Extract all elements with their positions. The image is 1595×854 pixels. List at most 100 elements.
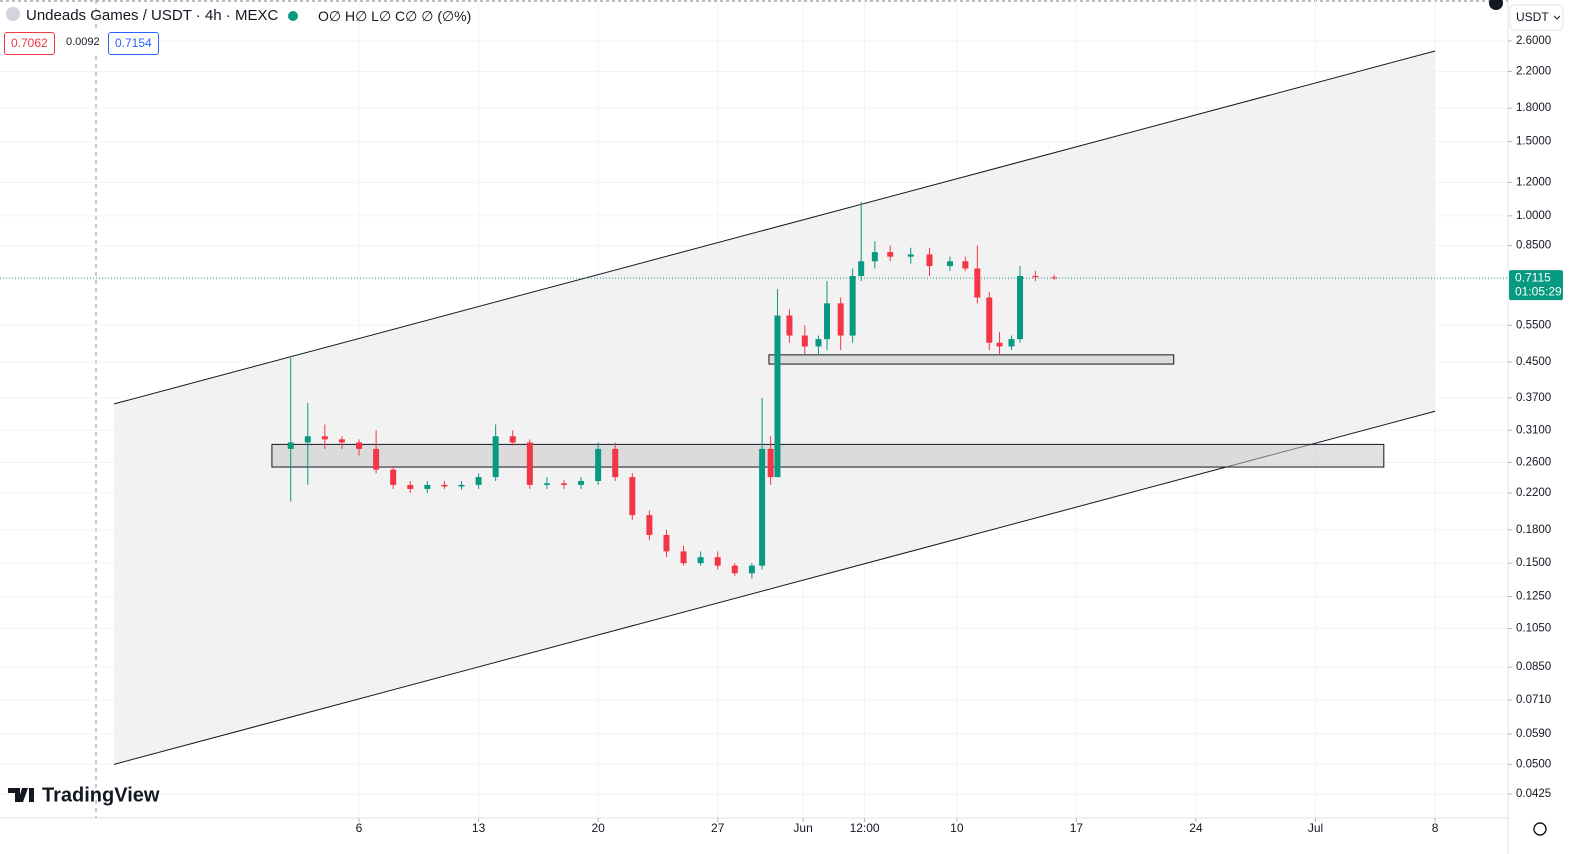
candle-body (759, 448, 766, 566)
x-tick-label: 20 (591, 821, 605, 835)
spread: 0.0092 (62, 32, 104, 53)
candle-body (1008, 339, 1015, 347)
candle-body (441, 484, 448, 487)
y-tick-label: 0.4500 (1516, 356, 1551, 368)
settings-icon[interactable] (1533, 822, 1547, 836)
candle-body (871, 252, 878, 262)
candle-body (786, 315, 793, 336)
candle-body (801, 335, 808, 347)
y-tick-label: 0.1500 (1516, 557, 1551, 569)
candle-body (424, 484, 431, 489)
candle-body (1032, 275, 1039, 278)
candle-body (509, 436, 516, 443)
candle-body (475, 477, 482, 485)
y-tick-label: 0.0850 (1516, 661, 1551, 673)
last-price-label: 0.7115 (1515, 270, 1551, 284)
y-tick-label: 2.2000 (1516, 65, 1551, 77)
x-tick-label: 13 (472, 821, 486, 835)
market-status (288, 11, 298, 21)
candle-body (714, 557, 721, 566)
symbol-icon (6, 7, 20, 21)
y-tick-label: 0.0425 (1516, 788, 1551, 800)
candle-body (748, 565, 755, 574)
candle-body (646, 515, 653, 535)
channel-lower (113, 410, 1436, 765)
zone (768, 354, 1175, 365)
candle-body (663, 534, 670, 552)
x-tick-label: 12:00 (850, 821, 880, 835)
candle-body (492, 436, 499, 478)
candle-body (926, 254, 933, 267)
candle-body (578, 480, 585, 485)
ohlc-header: O∅ H∅ L∅ C∅ ∅ (∅%) (318, 8, 472, 24)
y-tick-label: 0.3100 (1516, 424, 1551, 436)
candle-body (629, 477, 636, 516)
x-tick-label: 24 (1189, 821, 1203, 835)
currency-button[interactable] (1509, 4, 1564, 31)
candle-body (338, 439, 345, 443)
candle-body (356, 442, 363, 449)
candle-body (774, 315, 781, 478)
add-icon[interactable] (1489, 0, 1503, 10)
candle-body (543, 483, 550, 485)
candle-body (680, 551, 687, 564)
candle-body (373, 448, 380, 470)
y-tick-label: 1.0000 (1516, 210, 1551, 222)
x-tick-label: Jun (793, 821, 812, 835)
y-tick-label: 0.0500 (1516, 758, 1551, 770)
candle-body (1017, 275, 1024, 340)
candle-body (560, 483, 567, 485)
chevron (1553, 15, 1561, 20)
ask-price[interactable]: 0.7154 (108, 32, 159, 55)
candle-body (858, 261, 865, 276)
y-tick-label: 0.1050 (1516, 623, 1551, 635)
candle-body (996, 342, 1003, 347)
last-price-box (1509, 270, 1563, 301)
candle-body (815, 339, 822, 347)
x-tick-label: 10 (950, 821, 964, 835)
logo-mark (8, 788, 34, 802)
zone (271, 443, 1385, 468)
x-tick-label: 8 (1432, 821, 1439, 835)
x-tick-label: Jul (1308, 821, 1323, 835)
logo-text: TradingView (42, 784, 160, 806)
y-tick-label: 0.1250 (1516, 591, 1551, 603)
symbol-title[interactable]: Undeads Games / USDT · 4h · MEXC (26, 7, 279, 24)
candle-body (458, 484, 465, 487)
candle-body (390, 469, 397, 485)
candle-body (407, 484, 414, 489)
y-tick-label: 0.5500 (1516, 319, 1551, 331)
currency-label: USDT (1516, 10, 1549, 24)
candle-body (907, 254, 914, 257)
candle-body (731, 565, 738, 574)
y-tick-label: 0.1800 (1516, 524, 1551, 536)
x-tick-label: 17 (1070, 821, 1084, 835)
candle-body (1051, 277, 1058, 279)
y-tick-label: 1.5000 (1516, 136, 1551, 148)
candle-body (287, 442, 294, 449)
candle-body (321, 436, 328, 440)
candle-body (849, 275, 856, 336)
bid-price[interactable]: 0.7062 (4, 32, 55, 55)
channel-upper (113, 50, 1436, 405)
y-tick-label: 1.8000 (1516, 102, 1551, 114)
candle-body (824, 303, 831, 340)
y-tick-label: 0.8500 (1516, 240, 1551, 252)
candle-body (767, 448, 774, 478)
candle-body (837, 303, 844, 336)
candle-body (946, 261, 953, 267)
candle-body (595, 448, 602, 481)
x-tick-label: 6 (356, 821, 363, 835)
candle-body (887, 252, 894, 257)
y-tick-label: 0.0590 (1516, 728, 1551, 740)
candle-body (526, 442, 533, 485)
candle-body (697, 557, 704, 564)
y-tick-label: 0.3700 (1516, 392, 1551, 404)
candle-body (974, 268, 981, 298)
y-tick-label: 1.2000 (1516, 176, 1551, 188)
y-tick-label: 2.6000 (1516, 35, 1551, 47)
candle-body (304, 436, 311, 443)
y-tick-label: 0.2600 (1516, 457, 1551, 469)
